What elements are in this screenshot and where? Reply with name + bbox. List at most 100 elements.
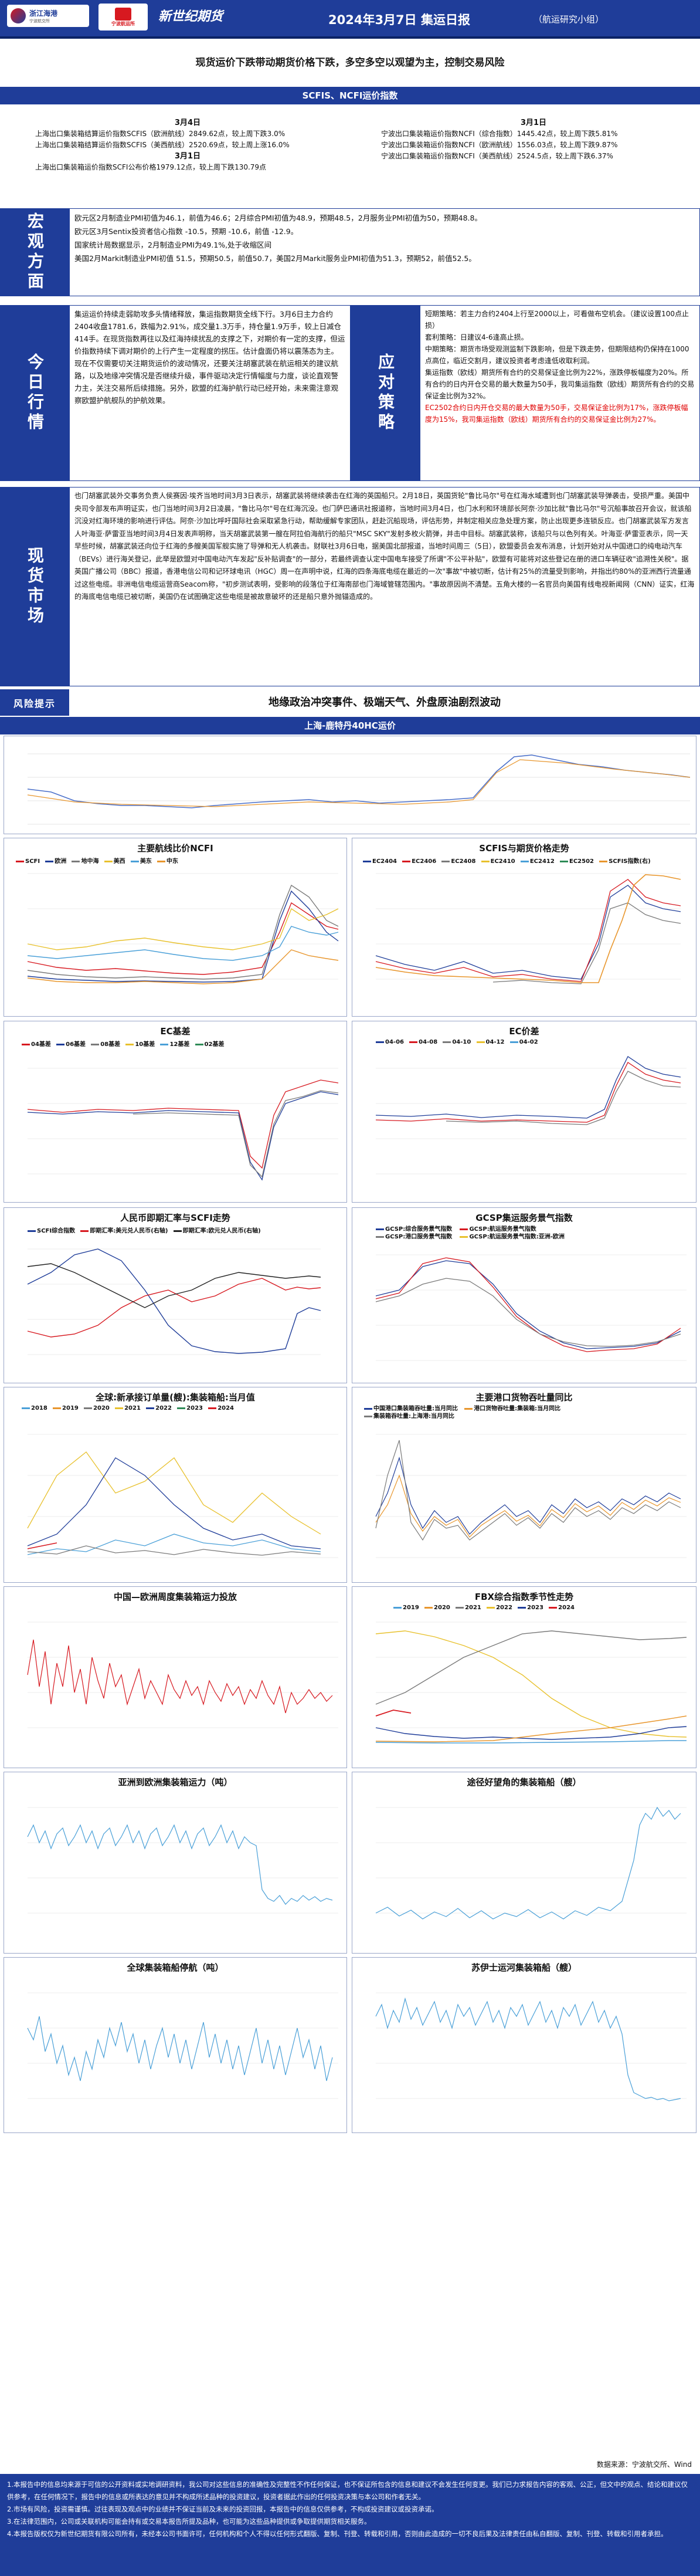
idle-ships-title: 全球集装箱船停航（吨） [127,1962,224,1973]
strategy-box: 短期策略：若主力合约2404上行至2000以上，可看做布空机会。（建议设置100… [420,305,700,481]
gcsp-legend: GCSP:综合服务景气指数 GCSP:航运服务景气指数 GCSP:港口服务景气指… [376,1226,565,1241]
legend-item: 2019 [403,1605,419,1611]
legend-item: 12基差 [169,1041,190,1048]
legend-item: EC2406 [412,858,437,865]
index-left-line2: 上海出口集装箱结算运价指数SCFIS（美西航线）2520.69点，较上周上涨16… [35,141,290,149]
disclaimer-line: 2.市场有风险，投资需谨慎。过往表现及观点中的业绩并不保证当前及未来的投资回报，… [7,2505,439,2513]
ec-spread-chart: EC价差 04-06 04-08 04-10 04-12 04-02 [352,1021,696,1203]
legend-item: 美东 [140,858,152,865]
legend-item: 2024 [558,1605,575,1611]
ec-spread-legend: 04-06 04-08 04-10 04-12 04-02 [376,1039,542,1045]
today-text: 集运运价持续走弱助攻多头情绪释放，集运指数期货全线下行。3月6日主力合约2404… [69,305,351,481]
legend-item: 中国港口集装箱吞吐量:当月同比 [373,1406,458,1412]
index-left-block: 3月4日 上海出口集装箱结算运价指数SCFIS（欧洲航线）2849.62点，较上… [35,117,340,199]
scfis-futures-chart: SCFIS与期货价格走势 EC2404 EC2406 EC2408 EC2410… [352,838,696,1017]
legend-item: 港口货物吞吐量:集装箱:当月同比 [474,1406,561,1412]
gcsp-svg [375,1254,687,1361]
legend-item: 04基差 [31,1041,51,1048]
idle-ships-chart: 全球集装箱船停航（吨） [4,1957,347,2133]
ec-spread-title: EC价差 [509,1026,539,1037]
legend-item: SCFI [25,858,40,865]
strategy-label: 应对策略 [351,305,420,481]
legend-item: EC2502 [569,858,594,865]
cape-route-svg [375,1806,687,1920]
legend-item: 2020 [93,1405,110,1411]
ec-basis-legend: 04基差 06基差 08基差 10基差 12基差 02基差 [22,1039,227,1048]
legend-item: 2019 [62,1405,79,1411]
fbx-legend: 2019 2020 2021 2022 2023 2024 [393,1605,578,1611]
legend-item: 2024 [218,1405,235,1411]
legend-item: GCSP:航运服务景气指数 [469,1226,536,1233]
disclaimer-line: 1.本报告中的信息均来源于可信的公开资料或实地调研资料，我公司对这些信息的准确性… [7,2480,688,2501]
legend-item: GCSP:港口服务景气指数 [385,1234,453,1240]
rotterdam-svg [27,753,691,825]
cape-route-chart: 途径好望角的集装箱船（艘） [352,1772,696,1954]
legend-item: 10基差 [135,1041,155,1048]
asia-europe-capacity-svg [27,1807,338,1914]
fbx-chart: FBX综合指数季节性走势 2019 2020 2021 2022 2023 20… [352,1586,696,1768]
legend-item: 04-06 [385,1039,404,1045]
index-right-date: 3月1日 [520,119,547,127]
scfis-futures-legend: EC2404 EC2406 EC2408 EC2410 EC2412 EC250… [363,856,654,865]
index-left-line1: 上海出口集装箱结算运价指数SCFIS（欧洲航线）2849.62点，较上周下跌3.… [35,130,286,138]
ncfi-ratio-svg [27,873,339,984]
orders-chart: 全球:新承接订单量(艘):集装箱船:当月值 2018 2019 2020 202… [4,1387,347,1583]
strategy-red-note: EC2502合约日内开仓交易的最大数量为50手，交易保证金比例为17%，涨跌停板… [425,404,688,424]
rmb-scfi-chart: 人民币即期汇率与SCFI走势 SCFI综合指数 即期汇率:美元兑人民币(右轴) … [4,1207,347,1383]
index-left-line3: 上海出口集装箱运价指数SCFI公布价格1979.12点，较上周下跌130.79点 [35,163,267,171]
xinshiji-futures-logo: 新世纪期货 [158,9,223,24]
legend-item: GCSP:综合服务景气指数 [385,1226,453,1233]
asia-europe-capacity-title: 亚洲到欧洲集装箱运力（吨） [118,1777,233,1788]
rotterdam-line [27,754,691,808]
idle-ships-svg [27,1992,338,2099]
gcsp-title: GCSP集运服务景气指数 [475,1213,573,1223]
legend-item: 美西 [113,858,125,865]
macro-line: 欧元区2月制造业PMI初值为46.1，前值为46.6；2月综合PMI初值为48.… [74,214,482,222]
logo2-sub: 宁波航运所 [111,21,135,26]
macro-line: 欧元区3月Sentix投资者信心指数 -10.5，预期 -10.6，前值 -12… [74,227,298,236]
rotterdam-line-2 [27,759,691,807]
strategy-mid: 中期策略：期货市场受观测监制下跌影响，但是下跌走势，但期限结构仍保持在1000点… [425,345,689,365]
orders-legend: 2018 2019 2020 2021 2022 2023 2024 [22,1405,237,1411]
data-source: 数据来源：宁波航交所、Wind [596,2460,692,2469]
report-header: 浙江海港 宁波航交所 宁波航运所 新世纪期货 2024年3月7日 集运日报 （航… [0,0,700,39]
scfis-futures-svg [375,873,681,984]
rotterdam-chart [4,736,696,834]
index-right-line3: 宁波出口集装箱运价指数NCFI（美西航线）2524.5点，较上周下跌6.37% [381,152,613,160]
spot-label: 现货市场 [0,487,69,686]
ningbo-shipping-logo: 宁波航运所 [98,4,148,31]
macro-label: 宏观方面 [0,208,69,296]
legend-item: 即期汇率:美元兑人民币(右轴) [90,1228,168,1234]
strategy-margin: 集运指数（欧线）期货所有合约的交易保证金比例为22%，涨跌停板幅度为20%。所有… [425,368,695,400]
section-rotterdam-title: 上海-鹿特丹40HC运价 [0,717,700,734]
legend-item: 2023 [527,1605,543,1611]
fbx-title: FBX综合指数季节性走势 [474,1592,574,1602]
legend-item: EC2408 [451,858,476,865]
fbx-svg [375,1622,687,1744]
ec-basis-chart: EC基差 04基差 06基差 08基差 10基差 12基差 02基差 [4,1021,347,1203]
strategy-short: 短期策略：若主力合约2404上行至2000以上，可看做布空机会。（建议设置100… [425,310,689,330]
ec-spread-svg [375,1056,687,1174]
headline-banner: 现货运价下跌带动期货价格下跌，多空多空以观望为主，控制交易风险 [195,57,505,69]
scfis-futures-title: SCFIS与期货价格走势 [479,843,569,854]
macro-line: 国家统计局数据显示，2月制造业PMI为49.1%,处于收缩区间 [74,241,272,249]
weekly-capacity-title: 中国—欧洲周度集装箱运力投放 [113,1592,237,1602]
ec-basis-svg [27,1068,339,1181]
risk-label: 风险提示 [0,689,69,716]
rmb-scfi-svg [27,1248,321,1355]
index-left-date2: 3月1日 [174,152,201,161]
gcsp-chart: GCSP集运服务景气指数 GCSP:综合服务景气指数 GCSP:航运服务景气指数… [352,1207,696,1383]
index-right-line1: 宁波出口集装箱运价指数NCFI（综合指数）1445.42点，较上周下跌5.81% [381,130,618,138]
index-right-block: 3月1日 宁波出口集装箱运价指数NCFI（综合指数）1445.42点，较上周下跌… [381,117,686,199]
legend-item: 2020 [434,1605,450,1611]
macro-box: 欧元区2月制造业PMI初值为46.1，前值为46.6；2月综合PMI初值为48.… [69,208,700,296]
legend-item: 集装箱吞吐量:上海港:当月同比 [373,1413,454,1420]
legend-item: SCFIS指数(右) [609,858,651,865]
risk-text: 地缘政治冲突事件、极端天气、外盘原油剧烈波动 [269,696,501,709]
logo1-name: 浙江海港 [29,9,58,18]
legend-item: EC2410 [490,858,515,865]
legend-item: 04-08 [419,1039,438,1045]
legend-item: EC2404 [372,858,397,865]
macro-line: 美国2月Markit制造业PMI初值 51.5，预期50.5，前值50.7，美国… [74,254,476,263]
legend-item: SCFI综合指数 [37,1228,76,1234]
